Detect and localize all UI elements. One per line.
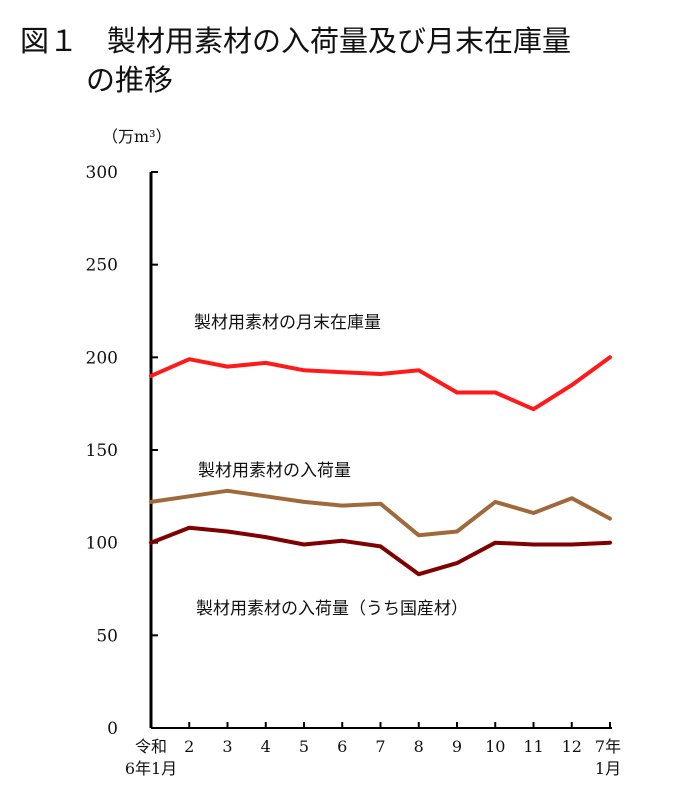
x-tick-label: 4 [261,737,271,756]
x-tick-label: 5 [299,737,309,756]
data-point [149,374,153,378]
data-point [187,526,191,530]
series-line-3 [149,525,612,577]
x-tick-label: 2 [184,737,194,756]
data-point [264,494,268,498]
y-tick-label: 100 [86,534,118,554]
y-tick-label: 0 [107,719,118,739]
y-unit-label: （万m³） [102,127,172,146]
y-tick-label: 200 [86,348,118,368]
data-point [570,383,574,387]
chart-title-line1: 図１ 製材用素材の入荷量及び月末在庫量 [20,24,572,58]
data-point [532,407,535,411]
series-label-3: 製材用素材の入荷量（うち国産材） [196,599,468,619]
chart-title: 図１ 製材用素材の入荷量及び月末在庫量 の推移 [20,22,571,100]
x-tick-label: 6年1月 [125,759,177,778]
data-point [493,541,497,545]
data-point [455,391,459,395]
series-line-2 [149,488,612,538]
data-point [379,372,382,376]
data-point [379,502,382,506]
data-point [264,361,268,365]
series-label-1: 製材用素材の月末在庫量 [194,313,381,333]
data-point [532,543,535,547]
data-point [532,511,535,515]
data-point [302,543,306,547]
data-point [226,530,229,534]
data-point [187,357,191,361]
data-point [417,572,421,576]
data-point [608,355,612,359]
data-point [608,541,612,545]
x-tick-label: 8 [414,737,424,756]
data-point [570,496,574,500]
x-tick-label: 1月 [595,759,621,778]
y-tick-label: 150 [86,441,118,461]
data-point [149,500,153,504]
y-tick-label: 250 [86,256,118,276]
chart-title-line2: の推移 [86,63,174,97]
x-tick-label: 令和 [135,737,167,756]
y-tick-label: 50 [96,626,118,646]
data-point [340,539,344,543]
series-line-1 [149,355,612,412]
x-tick-label: 11 [523,737,543,756]
x-tick-label: 12 [562,737,582,756]
data-point [264,535,268,539]
data-point [608,517,612,521]
x-tick-label: 7年 [595,737,621,756]
data-point [379,544,382,548]
data-point [226,365,229,369]
series-label-2: 製材用素材の入荷量 [198,461,351,481]
x-tick-label: 7 [375,737,385,756]
x-tick-label: 3 [222,737,232,756]
data-point [493,500,497,504]
data-point [455,561,459,565]
x-tick-label: 6 [337,737,347,756]
data-point [302,368,306,372]
y-tick-label: 300 [86,163,118,183]
data-point [340,504,344,508]
data-point [149,541,153,545]
data-point [340,370,344,374]
x-tick-label: 9 [452,737,462,756]
data-point [493,391,497,395]
data-point [570,543,574,547]
data-point [417,368,421,372]
data-point [187,494,191,498]
data-point [417,533,421,537]
data-point [226,489,229,493]
data-point [302,500,306,504]
data-point [455,530,459,534]
x-tick-label: 10 [485,737,505,756]
